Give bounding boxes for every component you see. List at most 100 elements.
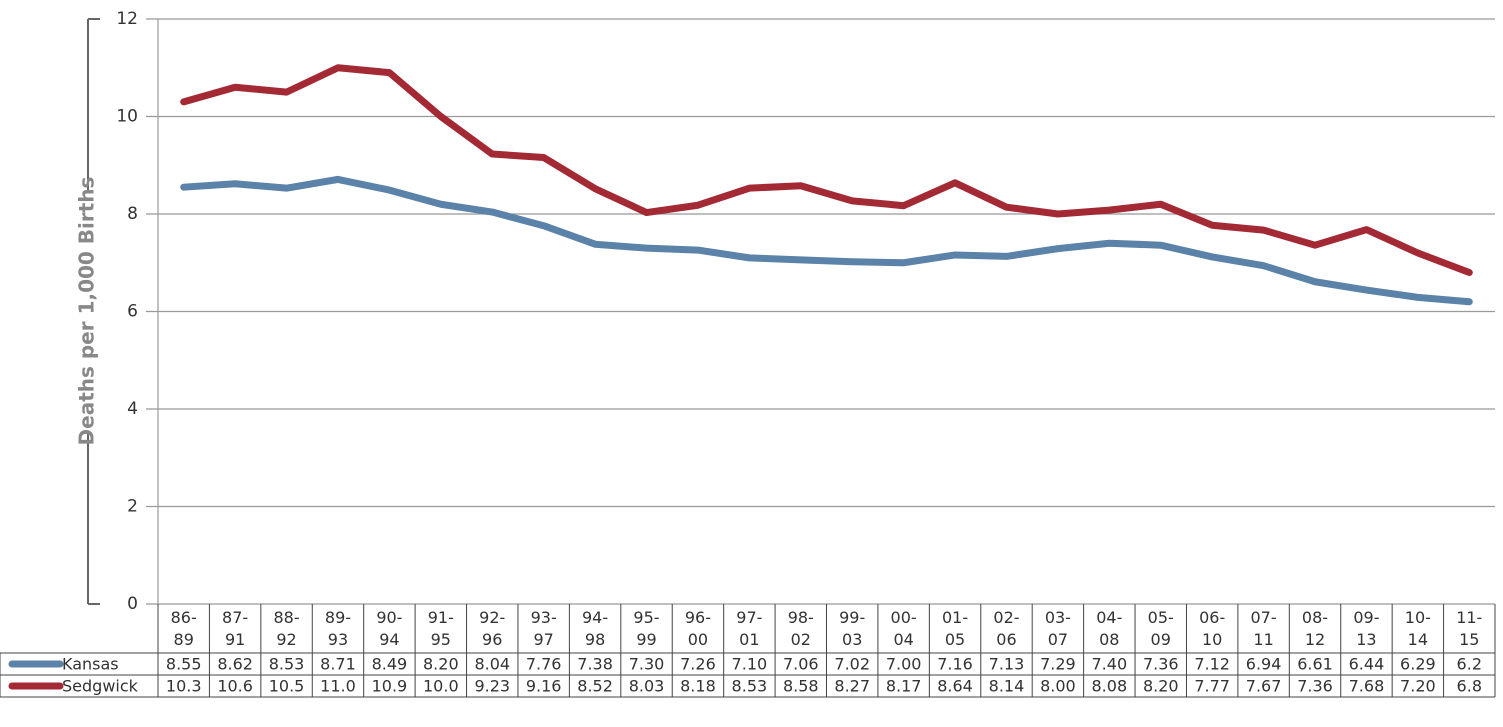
x-tick-text: 09- 13 — [1353, 608, 1380, 649]
table-value: 8.55 — [166, 655, 202, 674]
x-tick-text: 06- 10 — [1199, 608, 1226, 649]
table-value: 10.3 — [166, 677, 202, 696]
x-tick-text: 99- 03 — [839, 608, 866, 649]
x-tick-text: 92- 96 — [479, 608, 506, 649]
x-tick-text: 87- 91 — [222, 608, 249, 649]
x-tick-text: 11- 15 — [1456, 608, 1483, 649]
x-tick-text: 94- 98 — [582, 608, 609, 649]
table-value: 7.10 — [732, 655, 768, 674]
x-tick-label: 93- 97 — [518, 606, 569, 652]
table-value: 6.8 — [1457, 677, 1482, 696]
x-tick-label: 09- 13 — [1341, 606, 1392, 652]
table-value: 8.58 — [783, 677, 819, 696]
x-tick-text: 10- 14 — [1404, 608, 1431, 649]
y-axis-label: Deaths per 1,000 Births — [75, 177, 99, 446]
table-value: 10.0 — [423, 677, 459, 696]
x-tick-label: 99- 03 — [827, 606, 878, 652]
y-label-bg — [74, 190, 102, 432]
x-tick-label: 05- 09 — [1135, 606, 1186, 652]
table-value: 8.49 — [372, 655, 408, 674]
table-value: 7.06 — [783, 655, 819, 674]
table-value: 8.53 — [269, 655, 305, 674]
x-tick-label: 88- 92 — [261, 606, 312, 652]
table-value: 7.67 — [1246, 677, 1282, 696]
table-value: 7.30 — [629, 655, 665, 674]
table-value: 6.2 — [1457, 655, 1482, 674]
x-tick-label: 91- 95 — [415, 606, 466, 652]
table-value: 8.20 — [423, 655, 459, 674]
legend-label: Sedgwick — [62, 677, 139, 696]
x-tick-text: 03- 07 — [1044, 608, 1071, 649]
table-value: 8.27 — [834, 677, 870, 696]
table-value: 8.52 — [577, 677, 613, 696]
table-value: 10.6 — [217, 677, 253, 696]
y-tick-label: 0 — [127, 594, 138, 614]
table-value: 7.77 — [1194, 677, 1230, 696]
table-value: 8.53 — [732, 677, 768, 696]
x-tick-label: 00- 04 — [878, 606, 929, 652]
x-tick-label: 06- 10 — [1186, 606, 1237, 652]
table-value: 7.20 — [1400, 677, 1436, 696]
x-tick-text: 98- 02 — [787, 608, 814, 649]
x-tick-text: 86- 89 — [170, 608, 197, 649]
x-tick-label: 92- 96 — [467, 606, 518, 652]
table-value: 8.14 — [989, 677, 1025, 696]
x-tick-text: 08- 12 — [1301, 608, 1329, 649]
x-tick-text: 90- 94 — [376, 608, 403, 649]
table-value: 7.68 — [1349, 677, 1385, 696]
y-tick-label: 8 — [127, 204, 138, 224]
table-value: 10.9 — [372, 677, 408, 696]
table-value: 7.38 — [577, 655, 613, 674]
x-tick-text: 91- 95 — [427, 608, 454, 649]
table-value: 8.64 — [937, 677, 973, 696]
table-value: 7.16 — [937, 655, 973, 674]
x-tick-text: 89- 93 — [324, 608, 352, 649]
y-tick-label: 12 — [116, 9, 138, 29]
legend-label: Kansas — [62, 655, 119, 674]
x-tick-label: 86- 89 — [158, 606, 209, 652]
table-value: 8.04 — [474, 655, 510, 674]
x-tick-label: 11- 15 — [1444, 606, 1495, 652]
x-tick-label: 97- 01 — [724, 606, 775, 652]
x-tick-label: 04- 08 — [1084, 606, 1135, 652]
y-tick-label: 10 — [116, 107, 138, 127]
table-value: 9.16 — [526, 677, 562, 696]
table-value: 6.94 — [1246, 655, 1282, 674]
x-tick-text: 04- 08 — [1096, 608, 1123, 649]
x-tick-label: 10- 14 — [1392, 606, 1443, 652]
x-tick-text: 00- 04 — [890, 608, 917, 649]
x-tick-label: 95- 99 — [621, 606, 672, 652]
x-tick-text: 05- 09 — [1147, 608, 1174, 649]
x-tick-text: 93- 97 — [530, 608, 557, 649]
table-value: 9.23 — [474, 677, 510, 696]
x-tick-label: 89- 93 — [312, 606, 363, 652]
table-value: 8.18 — [680, 677, 716, 696]
table-value: 7.36 — [1297, 677, 1333, 696]
table-value: 8.08 — [1092, 677, 1128, 696]
line-series — [180, 64, 1473, 276]
table-value: 10.5 — [269, 677, 305, 696]
x-tick-text: 07- 11 — [1250, 608, 1277, 649]
table-value: 8.03 — [629, 677, 665, 696]
table-value: 8.17 — [886, 677, 922, 696]
x-tick-text: 96- 00 — [684, 608, 711, 649]
x-tick-text: 01- 05 — [941, 608, 969, 649]
x-tick-text: 88- 92 — [273, 608, 300, 649]
table-value: 8.71 — [320, 655, 356, 674]
x-tick-label: 94- 98 — [569, 606, 620, 652]
table-value: 11.0 — [320, 677, 356, 696]
x-tick-label: 01- 05 — [929, 606, 980, 652]
table-value: 7.12 — [1194, 655, 1230, 674]
table-value: 6.61 — [1297, 655, 1333, 674]
table-value: 7.36 — [1143, 655, 1179, 674]
x-tick-label: 90- 94 — [364, 606, 415, 652]
line-series — [180, 175, 1473, 306]
table-value: 7.29 — [1040, 655, 1076, 674]
x-tick-label: 87- 91 — [209, 606, 260, 652]
x-tick-label: 08- 12 — [1289, 606, 1340, 652]
table-value: 8.20 — [1143, 677, 1179, 696]
table-value: 6.29 — [1400, 655, 1436, 674]
table-value: 8.62 — [217, 655, 253, 674]
